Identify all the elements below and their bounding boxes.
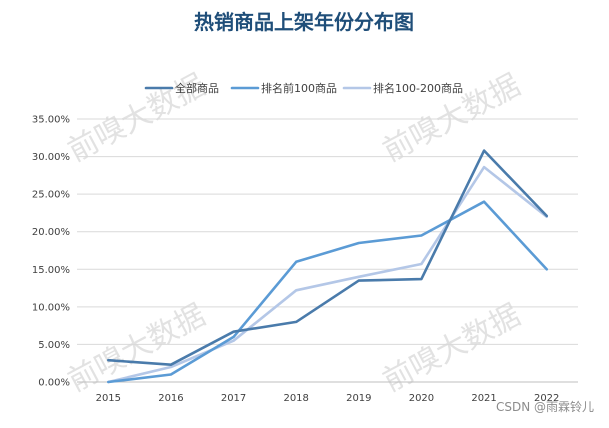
- x-tick-label: 2020: [409, 393, 434, 404]
- y-tick-label: 25.00%: [32, 190, 70, 201]
- chart-title: 热销商品上架年份分布图: [194, 10, 414, 34]
- y-tick-label: 15.00%: [32, 265, 70, 276]
- x-tick-label: 2021: [471, 393, 496, 404]
- credit-text: CSDN @雨霖铃儿: [496, 399, 594, 414]
- legend: 全部商品 排名前100商品 排名100-200商品: [144, 81, 463, 95]
- y-tick-label: 35.00%: [32, 115, 70, 126]
- y-tick-label: 0.00%: [38, 378, 70, 389]
- x-tick-label: 2018: [283, 393, 308, 404]
- legend-label-0: 全部商品: [175, 81, 219, 95]
- y-tick-label: 30.00%: [32, 152, 70, 163]
- gridlines: [77, 118, 578, 383]
- x-tick-label: 2019: [346, 393, 371, 404]
- series-lines: [107, 149, 549, 384]
- x-tick-label: 2017: [221, 393, 246, 404]
- y-tick-label: 20.00%: [32, 227, 70, 238]
- legend-label-2: 排名100-200商品: [373, 81, 463, 95]
- legend-label-1: 排名前100商品: [261, 81, 337, 95]
- x-axis-ticks: 2015 2016 2017 2018 2019 2020 2021 2022: [96, 393, 560, 404]
- y-axis-ticks: 0.00% 5.00% 10.00% 15.00% 20.00% 25.00% 30.00%…: [32, 115, 70, 389]
- series-line-1: [107, 200, 549, 384]
- y-tick-label: 5.00%: [38, 340, 70, 351]
- watermark-text: 前嗅大数据: [62, 298, 211, 399]
- x-tick-label: 2015: [96, 393, 121, 404]
- watermark-text: 前嗅大数据: [377, 298, 526, 399]
- y-tick-label: 10.00%: [32, 302, 70, 313]
- x-tick-label: 2016: [158, 393, 183, 404]
- x-tick-label: 2022: [534, 393, 559, 404]
- series-line-2: [107, 165, 549, 384]
- series-line-0: [107, 149, 549, 367]
